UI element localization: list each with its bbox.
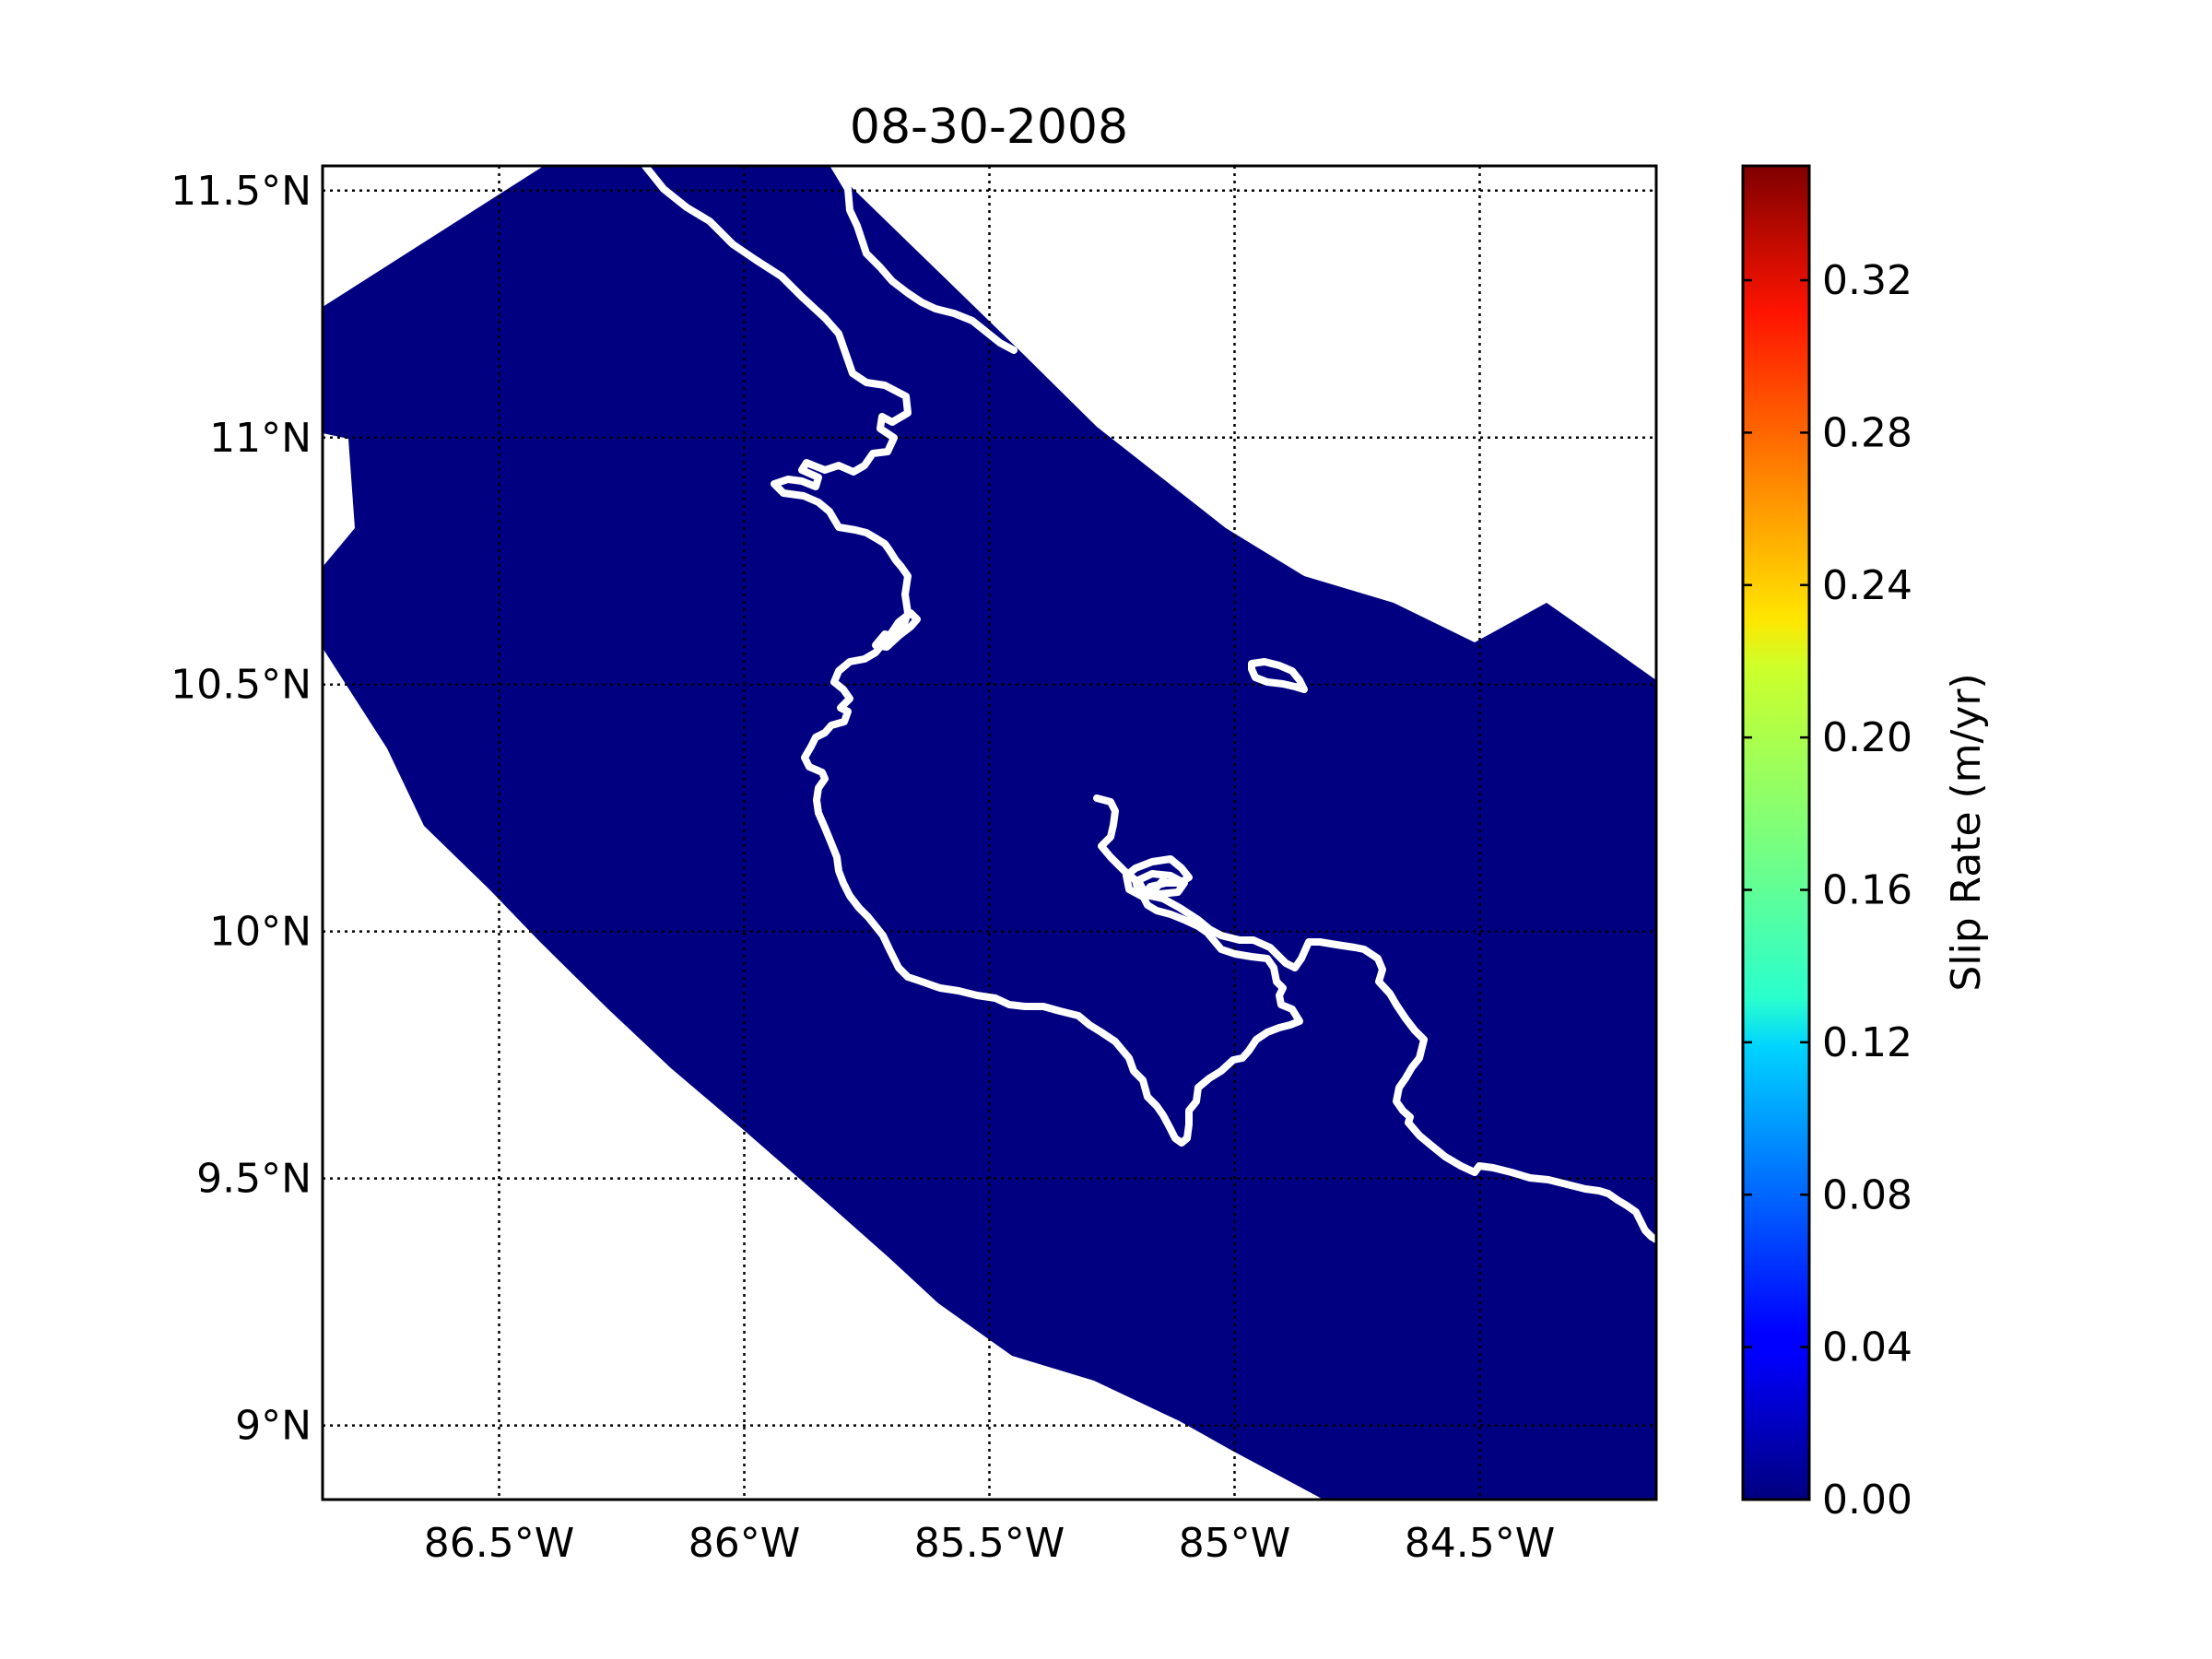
latitude-label: 10.5°N [171,662,312,709]
coastline [641,166,1656,1243]
longitude-label: 85.5°W [914,1520,1065,1567]
longitude-label: 86°W [688,1520,801,1567]
map-title: 08-30-2008 [850,100,1128,155]
colorbar-tick-label: 0.00 [1822,1477,1912,1524]
graticule [323,166,1656,1500]
colorbar-tick-label: 0.28 [1822,409,1912,456]
colorbar-ticks: 0.00 0.04 0.08 0.12 0.16 0.20 0.24 0.28 0.32 [1743,257,1912,1524]
map-frame [321,164,1658,1501]
latitude-labels: 11.5°N 11°N 10.5°N 10°N 9.5°N 9°N [171,168,312,1450]
lake-loop [1135,870,1188,898]
map-axes: 86.5°W 86°W 85.5°W 85°W 84.5°W 11.5°N 11°N 10.… [171,164,1658,1567]
colorbar-tick-label: 0.08 [1822,1171,1912,1218]
latitude-label: 9.5°N [196,1156,312,1203]
latitude-label: 9°N [235,1403,312,1450]
longitude-labels: 86.5°W 86°W 85.5°W 85°W 84.5°W [424,1520,1555,1567]
longitude-label: 86.5°W [424,1520,574,1567]
colorbar-tick-label: 0.20 [1822,714,1912,761]
coastline-upper-shore [830,166,1018,354]
colorbar-tick-label: 0.32 [1822,257,1912,304]
latitude-label: 11.5°N [171,168,312,215]
colorbar-tick-label: 0.16 [1822,867,1912,914]
colorbar-gradient [1741,164,1811,1501]
colorbar-tick-label: 0.24 [1822,562,1912,609]
longitude-label: 85°W [1179,1520,1291,1567]
coastline-main [641,166,1303,1147]
coastline-peninsula [1093,794,1656,1243]
colorbar: 0.00 0.04 0.08 0.12 0.16 0.20 0.24 0.28 0.32 Sli… [1741,164,1990,1524]
colorbar-tick-label: 0.04 [1822,1324,1912,1371]
slip-rate-field [323,166,1656,1500]
latitude-label: 11°N [209,415,312,462]
colorbar-label: Slip Rate (m/yr) [1943,673,1990,991]
colorbar-tick-label: 0.12 [1822,1019,1912,1066]
latitude-label: 10°N [209,909,312,956]
longitude-label: 84.5°W [1405,1520,1555,1567]
island [1248,658,1308,693]
